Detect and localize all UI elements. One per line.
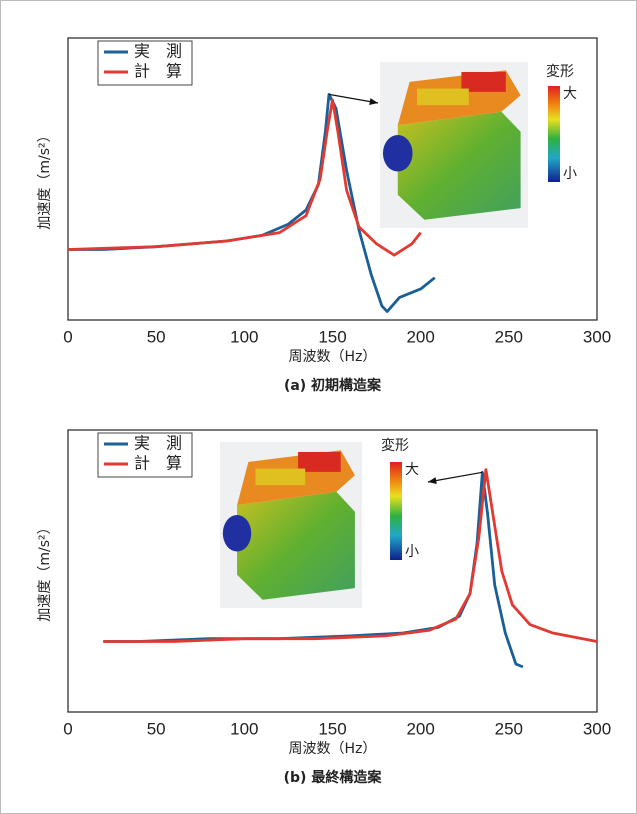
caption: (a) 初期構造案: [284, 377, 382, 394]
colorbar: [548, 86, 560, 182]
model-body: [237, 492, 355, 600]
legend-label: 計 算: [134, 454, 182, 473]
model-ridge: [417, 89, 469, 106]
model-body: [398, 112, 521, 220]
colorbar-max: 大: [405, 462, 419, 478]
colorbar-min: 小: [563, 166, 577, 182]
figure: 0 50 100 150 200 250 300 周波数（Hz） 加速度（m/s²） (a) 初期…: [0, 0, 637, 814]
caption: (b) 最終構造案: [284, 769, 383, 786]
x-axis-label: 周波数（Hz）: [289, 349, 377, 365]
x-tick-label: 50: [147, 719, 166, 738]
y-axis-label: 加速度（m/s²）: [37, 520, 53, 621]
x-tick-label: 300: [583, 327, 611, 346]
x-tick-label: 250: [495, 719, 523, 738]
colorbar-title: 変形: [546, 63, 574, 80]
model-cylinder: [223, 515, 251, 552]
x-tick-label: 150: [318, 327, 346, 346]
colorbar-min: 小: [405, 544, 419, 560]
x-tick-label: 200: [406, 719, 434, 738]
model-cylinder: [383, 135, 413, 172]
colorbar-max: 大: [563, 86, 577, 102]
x-tick-label: 150: [318, 719, 346, 738]
x-tick-label: 200: [406, 327, 434, 346]
legend-label: 実 測: [134, 42, 182, 61]
legend-label: 計 算: [134, 62, 182, 81]
frame: [1, 1, 637, 814]
x-tick-label: 250: [495, 327, 523, 346]
x-axis-label: 周波数（Hz）: [289, 741, 377, 757]
model-ridge: [256, 469, 306, 486]
x-tick-label: 0: [63, 719, 72, 738]
x-tick-label: 0: [63, 327, 72, 346]
legend-label: 実 測: [134, 434, 182, 453]
colorbar: [390, 462, 402, 560]
x-tick-label: 100: [230, 327, 258, 346]
x-tick-label: 50: [147, 327, 166, 346]
x-tick-label: 100: [230, 719, 258, 738]
y-axis-label: 加速度（m/s²）: [37, 128, 53, 229]
colorbar-title: 変形: [381, 437, 409, 454]
x-tick-label: 300: [583, 719, 611, 738]
